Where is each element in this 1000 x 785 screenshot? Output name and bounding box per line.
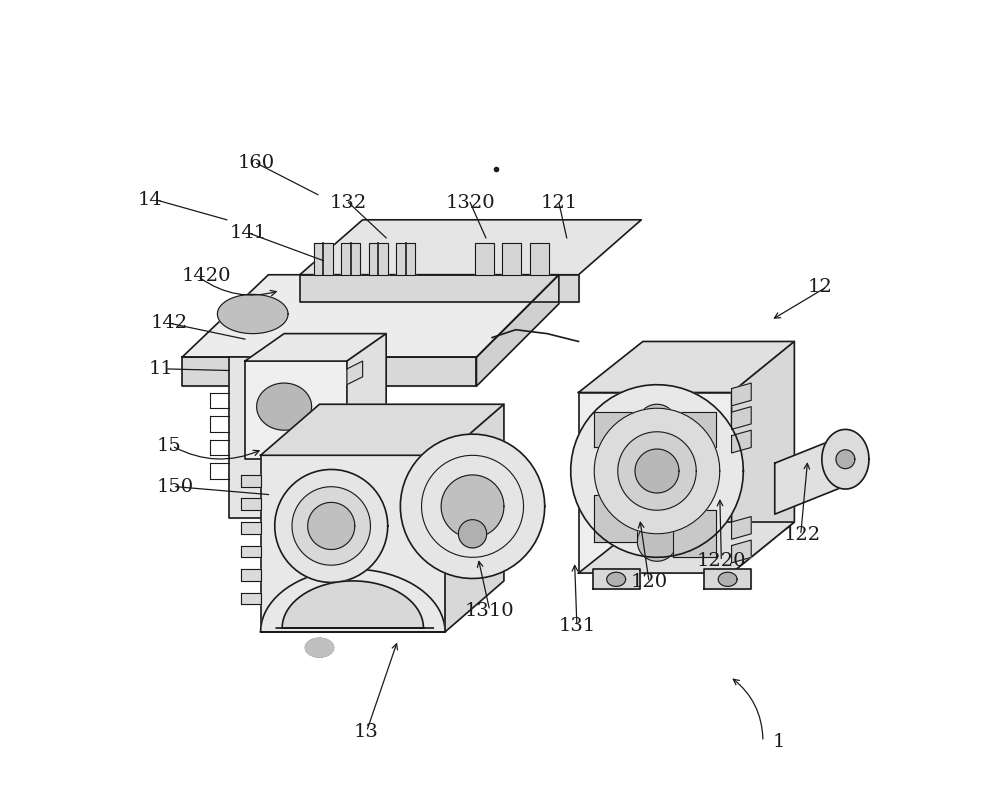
- Text: 12: 12: [808, 278, 832, 295]
- Polygon shape: [704, 569, 751, 589]
- Text: 1320: 1320: [445, 194, 495, 211]
- Polygon shape: [594, 495, 637, 542]
- Polygon shape: [217, 294, 288, 334]
- Polygon shape: [347, 361, 363, 385]
- Polygon shape: [637, 404, 677, 444]
- Polygon shape: [261, 404, 504, 455]
- Polygon shape: [245, 361, 347, 459]
- Polygon shape: [257, 383, 312, 430]
- Polygon shape: [578, 522, 794, 573]
- Polygon shape: [308, 502, 355, 550]
- Polygon shape: [637, 522, 677, 561]
- Polygon shape: [241, 475, 261, 487]
- Polygon shape: [571, 385, 743, 557]
- Polygon shape: [594, 408, 720, 534]
- Polygon shape: [445, 404, 504, 632]
- Text: 141: 141: [229, 225, 266, 242]
- Polygon shape: [718, 572, 737, 586]
- Polygon shape: [261, 569, 445, 632]
- Polygon shape: [305, 638, 334, 657]
- Text: 142: 142: [151, 315, 188, 332]
- Polygon shape: [732, 517, 751, 539]
- Text: 1220: 1220: [697, 553, 746, 570]
- Polygon shape: [593, 569, 640, 589]
- Text: 11: 11: [148, 360, 173, 378]
- Polygon shape: [836, 450, 855, 469]
- Polygon shape: [530, 243, 549, 275]
- Polygon shape: [594, 412, 637, 447]
- Polygon shape: [458, 520, 487, 548]
- Polygon shape: [276, 581, 433, 628]
- Text: 13: 13: [354, 723, 379, 740]
- Polygon shape: [292, 487, 370, 565]
- Polygon shape: [241, 522, 261, 534]
- Polygon shape: [245, 334, 386, 361]
- Polygon shape: [732, 341, 794, 573]
- Polygon shape: [618, 432, 696, 510]
- Text: 121: 121: [540, 194, 577, 211]
- Polygon shape: [822, 429, 869, 489]
- Text: 131: 131: [558, 618, 596, 635]
- Polygon shape: [241, 569, 261, 581]
- Polygon shape: [476, 275, 559, 386]
- Polygon shape: [396, 243, 415, 275]
- Text: 132: 132: [330, 194, 367, 211]
- Polygon shape: [578, 341, 794, 392]
- Polygon shape: [635, 449, 679, 493]
- Polygon shape: [441, 475, 504, 538]
- Polygon shape: [347, 408, 363, 432]
- Polygon shape: [775, 432, 853, 514]
- Polygon shape: [300, 220, 641, 275]
- Text: 150: 150: [156, 478, 193, 495]
- Polygon shape: [347, 334, 386, 459]
- Polygon shape: [607, 572, 626, 586]
- Polygon shape: [624, 454, 690, 520]
- Text: 14: 14: [137, 192, 162, 209]
- Polygon shape: [241, 546, 261, 557]
- Polygon shape: [261, 455, 445, 632]
- Polygon shape: [275, 469, 388, 582]
- Polygon shape: [732, 383, 751, 406]
- Text: 1310: 1310: [465, 602, 515, 619]
- Polygon shape: [314, 243, 333, 275]
- Polygon shape: [300, 275, 578, 302]
- Polygon shape: [673, 412, 716, 447]
- Polygon shape: [341, 243, 360, 275]
- Polygon shape: [673, 510, 716, 557]
- Polygon shape: [229, 357, 300, 518]
- Polygon shape: [475, 243, 494, 275]
- Polygon shape: [182, 357, 476, 386]
- Text: 120: 120: [631, 574, 668, 591]
- Text: 1420: 1420: [182, 268, 232, 285]
- Text: 15: 15: [156, 437, 181, 455]
- Polygon shape: [182, 275, 559, 357]
- Polygon shape: [578, 392, 732, 573]
- Polygon shape: [241, 593, 261, 604]
- Polygon shape: [369, 243, 388, 275]
- Polygon shape: [732, 430, 751, 453]
- Text: 160: 160: [238, 155, 275, 172]
- Polygon shape: [732, 407, 751, 429]
- Polygon shape: [400, 434, 545, 579]
- Text: 122: 122: [783, 527, 820, 544]
- Polygon shape: [241, 498, 261, 510]
- Text: 1: 1: [772, 733, 785, 750]
- Polygon shape: [502, 243, 521, 275]
- Polygon shape: [732, 540, 751, 563]
- Polygon shape: [347, 440, 363, 463]
